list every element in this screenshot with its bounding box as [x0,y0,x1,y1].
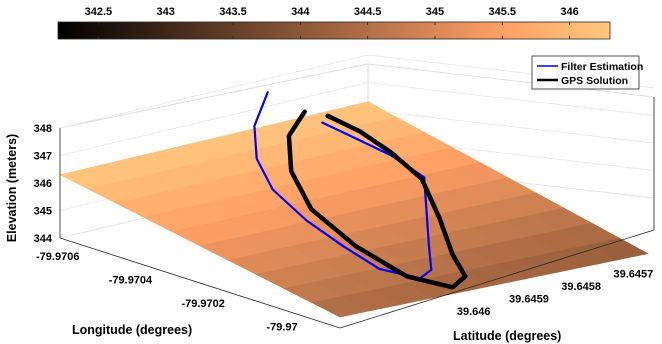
series-line-gps-solution [286,109,468,290]
colorbar-ticks: 342.5 343 343.5 344 344.5 345 345.5 346 [85,6,579,39]
z-tick-label: 344 [34,233,53,245]
colorbar-tick-label: 344 [291,6,310,18]
x-tick-label: -79.9706 [36,251,79,263]
y-tick-label: 39.646 [457,306,491,318]
colorbar-tick-label: 342.5 [85,6,113,18]
z-tick-label: 345 [34,206,52,218]
trajectories [253,91,468,290]
colorbar: 342.5 343 343.5 344 344.5 345 345.5 346 [57,6,611,40]
colorbar-tick-label: 346 [560,6,578,18]
colorbar-tick-label: 345.5 [489,6,517,18]
y-axis-ticks: 39.6457 39.6458 39.6459 39.646 [457,269,653,318]
x-tick-label: -79.9704 [109,275,153,287]
z-tick-label: 346 [34,178,52,190]
legend: Filter Estimation GPS Solution [531,55,643,90]
z-axis-label: Elevation (meters) [5,134,19,242]
legend-label-gps: GPS Solution [561,75,628,87]
x-tick-label: -79.97 [266,321,297,333]
z-tick-label: 347 [34,151,52,163]
legend-label-filter: Filter Estimation [561,61,643,73]
x-tick-label: -79.9702 [181,298,224,310]
x-axis-label: Longitude (degrees) [72,323,192,337]
y-axis-label: Latitude (degrees) [453,329,561,343]
colorbar-tick-label: 343.5 [219,6,247,18]
colorbar-tick-label: 345 [426,6,444,18]
y-tick-label: 39.6459 [509,293,549,305]
y-tick-label: 39.6457 [613,269,653,281]
x-axis-ticks: -79.9706 -79.9704 -79.9702 -79.97 [36,251,298,333]
z-tick-label: 348 [34,123,52,135]
y-tick-label: 39.6458 [561,281,601,293]
colorbar-tick-label: 343 [157,6,175,18]
colorbar-tick-label: 344.5 [354,6,382,18]
legend-box [531,55,640,90]
z-axis-ticks: 344 345 346 347 348 [34,123,53,245]
axes-front-edges [59,97,655,329]
colorbar-gradient [57,21,611,40]
